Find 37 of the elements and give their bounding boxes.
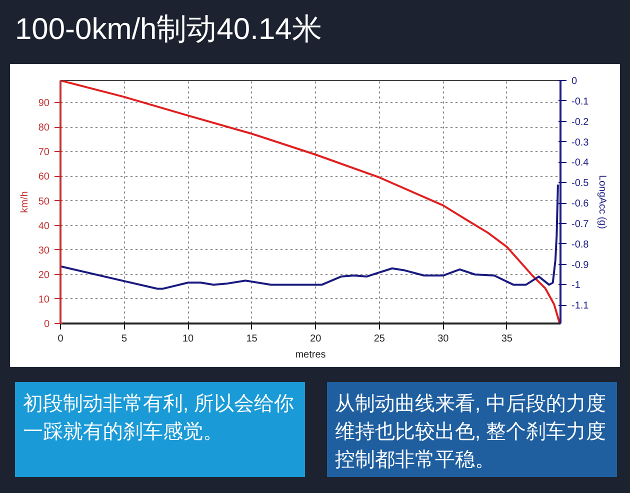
y2-axis-title: LongAcc (g) bbox=[596, 175, 608, 229]
y2-tick-label: -0.6 bbox=[572, 198, 590, 210]
y-tick-label: 20 bbox=[38, 270, 50, 281]
x-tick-label: 15 bbox=[246, 334, 258, 344]
y-tick-label: 0 bbox=[44, 319, 50, 330]
y2-tick-label: -0.7 bbox=[572, 218, 590, 230]
x-tick-label: 20 bbox=[310, 334, 322, 344]
y-tick-label: 60 bbox=[38, 172, 50, 183]
y-tick-label: 10 bbox=[38, 294, 50, 306]
y-tick-label: 40 bbox=[38, 220, 50, 232]
x-tick-label: 30 bbox=[438, 334, 450, 344]
text: 从制动曲线来看, 中后段的力度维持也比较出色, 整个刹车力度控制都非常平稳。 bbox=[335, 392, 608, 473]
x-tick-label: 5 bbox=[121, 334, 128, 344]
y2-tick-label: -0.1 bbox=[572, 96, 590, 108]
y2-tick-label: 0 bbox=[572, 76, 578, 87]
text: 初段制动非常有利, 所以会给你一踩就有的刹车感觉。 bbox=[23, 392, 296, 445]
x-axis-title: metres bbox=[295, 350, 326, 360]
x-tick-label: 35 bbox=[501, 334, 513, 344]
x-tick-label: 10 bbox=[182, 334, 194, 344]
y2-tick-label: -0.9 bbox=[572, 260, 590, 271]
y2-tick-label: -0.8 bbox=[572, 239, 590, 250]
y-tick-label: 30 bbox=[38, 245, 50, 256]
y2-tick-label: -1 bbox=[572, 280, 581, 292]
y-tick-label: 80 bbox=[38, 122, 50, 134]
y2-tick-label: -1.1 bbox=[572, 300, 590, 312]
y-tick-label: 90 bbox=[38, 98, 50, 110]
y2-tick-label: -0.3 bbox=[572, 137, 590, 148]
y-axis-title: km/h bbox=[19, 191, 30, 213]
y2-tick-label: -0.4 bbox=[572, 158, 590, 169]
x-tick-label: 25 bbox=[374, 334, 386, 344]
y-tick-label: 70 bbox=[38, 147, 50, 158]
y2-tick-label: -0.5 bbox=[572, 178, 590, 190]
chart-title: 100-0km/h制动40.14米 bbox=[15, 12, 322, 48]
x-tick-label: 0 bbox=[58, 334, 64, 344]
y-tick-label: 50 bbox=[38, 196, 50, 208]
line-series bbox=[60, 80, 560, 324]
y2-tick-label: -0.2 bbox=[572, 116, 590, 128]
